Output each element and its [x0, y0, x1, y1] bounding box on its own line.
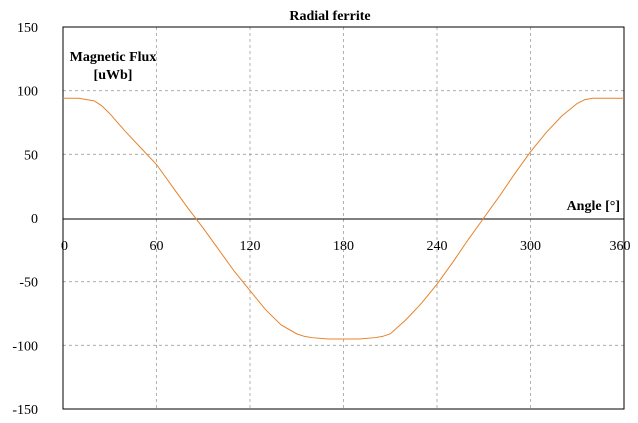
- y-tick-label: -50: [19, 276, 38, 291]
- y-tick-label: 0: [31, 212, 38, 227]
- x-tick-label: 60: [150, 239, 164, 254]
- grid: [63, 27, 624, 409]
- chart-title: Radial ferrite: [289, 9, 370, 24]
- x-tick-label: 300: [520, 239, 541, 254]
- y-tick-label: 150: [17, 21, 38, 36]
- x-tick-labels: 0 60 120 180 240 300 360: [61, 239, 631, 254]
- y-tick-label: 100: [17, 85, 38, 100]
- y-tick-label: -150: [12, 403, 38, 418]
- x-tick-label: 180: [333, 239, 354, 254]
- x-axis-label: Angle [°]: [567, 199, 620, 214]
- series-line-magnetic-flux: [63, 97, 624, 340]
- x-tick-label: 0: [61, 239, 68, 254]
- y-tick-label: 50: [24, 148, 38, 163]
- y-tick-label: -100: [12, 339, 38, 354]
- x-tick-label: 120: [240, 239, 261, 254]
- y-axis-label-line2: [uWb]: [94, 68, 133, 83]
- plot-frame: [62, 26, 625, 410]
- x-tick-label: 360: [610, 239, 631, 254]
- x-tick-label: 240: [427, 239, 448, 254]
- y-tick-labels: 150 100 50 0 -50 -100 -150: [12, 21, 38, 418]
- y-axis-label-line1: Magnetic Flux: [70, 50, 157, 65]
